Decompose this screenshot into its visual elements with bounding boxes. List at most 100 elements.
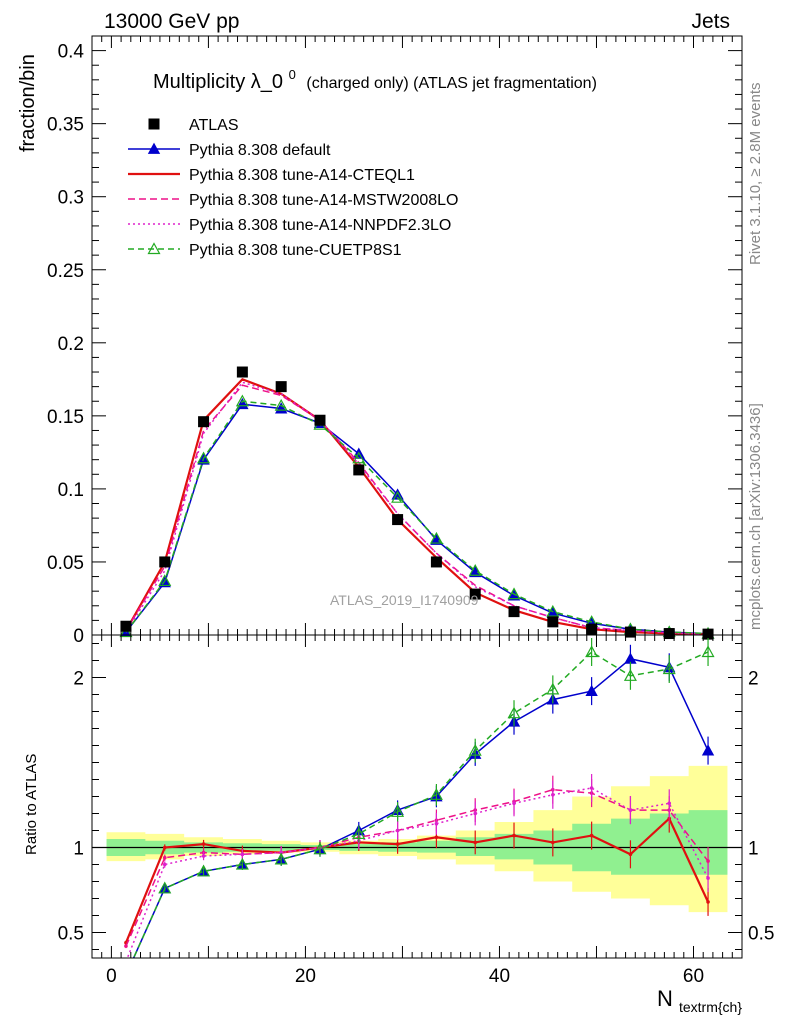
xlabel-sub: textrm{ch} (679, 999, 742, 1015)
rivet-label: Rivet 3.1.10, ≥ 2.8M events (747, 83, 764, 266)
ratio-line-pythia-8-308-tune-a14-nnpdf2-3lo (126, 787, 709, 958)
ratio-point (512, 833, 516, 838)
y-tick-label: 0.15 (47, 407, 84, 428)
ratio-y-tick-label: 1 (73, 839, 84, 860)
ratio-point (391, 805, 405, 817)
legend-item: Pythia 8.308 tune-A14-NNPDF2.3LO (128, 217, 451, 234)
main-point-atlas (159, 556, 171, 568)
ratio-point (124, 960, 128, 964)
legend-item: Pythia 8.308 default (128, 142, 331, 159)
ratio-y-tick-label: 0.5 (58, 924, 84, 945)
ratio-point (395, 828, 400, 833)
main-point-atlas (392, 514, 404, 526)
x-tick-label: 40 (489, 966, 510, 987)
main-point (507, 587, 521, 600)
legend-marker (148, 118, 160, 130)
total-uncertainty-band (106, 765, 728, 913)
ratio-y-tick-label-right: 1 (748, 839, 759, 860)
ratio-point (162, 855, 167, 860)
main-title-rest: (charged only) (ATLAS jet fragmentation) (306, 75, 597, 92)
ratio-line-pythia-8-308-tune-cuetp8s1 (132, 651, 709, 958)
ratio-point (352, 827, 366, 839)
ratio-line-pythia-8-308-tune-a14-mstw2008lo (125, 788, 709, 947)
ratio-y-tick-label-right: 0.5 (748, 924, 774, 945)
x-tick-label: 60 (683, 966, 704, 987)
main-point-atlas (663, 628, 675, 640)
main-point-atlas (469, 588, 481, 600)
main-line-pythia-8-308-tune-cuetp8s1 (125, 400, 709, 635)
side-labels: Rivet 3.1.10, ≥ 2.8M events mcplots.cern… (747, 83, 764, 631)
y-tick-label: 0.05 (47, 553, 84, 574)
ratio-point (507, 706, 521, 719)
ratio-point (512, 801, 516, 806)
legend-label: Pythia 8.308 tune-A14-MSTW2008LO (189, 192, 458, 209)
legend-label: Pythia 8.308 tune-A14-NNPDF2.3LO (189, 217, 451, 234)
main-point (546, 604, 560, 617)
ratio-point (120, 970, 131, 980)
legend-marker (147, 242, 161, 255)
legend-label: Pythia 8.308 tune-CUETP8S1 (189, 242, 402, 259)
legend: ATLAS Pythia 8.308 default Pythia 8.308 tu… (128, 117, 458, 259)
ratio-point (240, 852, 245, 857)
watermark: ATLAS_2019_I1740909 (330, 592, 479, 608)
ratio-point (706, 900, 710, 904)
ratio-point (585, 684, 598, 696)
stat-uncertainty-band (106, 810, 728, 875)
main-point-atlas (120, 620, 132, 632)
main-point-atlas (702, 628, 714, 640)
main-point (352, 451, 366, 464)
ratio-axes: 0 20 40 60 0.5 0.5 1 1 2 2 (58, 635, 774, 987)
y-tick-label: 0.35 (47, 115, 84, 136)
ratio-point (201, 842, 206, 846)
y-tick-label: 0.25 (47, 261, 84, 282)
ratio-point (551, 840, 555, 845)
ratio-point (585, 645, 599, 658)
main-ylabel: fraction/bin (17, 54, 39, 152)
main-axes: 0 0.05 0.1 0.15 0.2 0.25 0.3 0.35 0.4 (47, 35, 743, 647)
main-panel: 0 0.05 0.1 0.15 0.2 0.25 0.3 0.35 0.4 ATLAS_2019… (17, 35, 743, 647)
ratio-xlabel: N textrm{ch} (657, 986, 742, 1015)
ratio-y-tick-label: 2 (73, 669, 84, 690)
ratio-point (628, 852, 633, 857)
ratio-point (667, 801, 672, 806)
x-tick-label: 0 (106, 966, 117, 987)
mcplots-label: mcplots.cern.ch [arXiv:1306.3436] (747, 403, 764, 630)
ratio-point (434, 821, 439, 826)
ratio-plot-area (92, 638, 742, 980)
y-tick-label: 0.2 (58, 334, 84, 355)
legend-item: Pythia 8.308 tune-A14-MSTW2008LO (128, 192, 458, 209)
ratio-point (662, 662, 676, 675)
main-point-atlas (353, 464, 365, 476)
ratio-point (313, 842, 327, 855)
ratio-point (706, 876, 710, 880)
ratio-point (395, 842, 400, 846)
legend-marker (147, 142, 161, 154)
main-title-sup: 0 (289, 67, 296, 82)
ratio-point (628, 808, 633, 812)
ratio-point (473, 811, 478, 816)
main-point-atlas (547, 616, 559, 628)
ratio-point (120, 970, 131, 980)
legend-label: ATLAS (189, 117, 239, 134)
ratio-point (279, 850, 283, 855)
ratio-point (162, 845, 167, 850)
ratio-point (429, 788, 443, 800)
xlabel-main: N (657, 986, 673, 1011)
main-point-atlas (314, 414, 326, 426)
ratio-point (623, 669, 637, 681)
ratio-y-tick-label-right: 2 (748, 669, 759, 690)
ratio-point (546, 682, 560, 695)
y-tick-label: 0.3 (58, 188, 84, 209)
ratio-point (434, 835, 439, 840)
main-point (429, 531, 443, 544)
main-point (468, 563, 482, 576)
ratio-point (158, 881, 172, 894)
ratio-point (589, 833, 594, 838)
header-left: 13000 GeV pp (104, 10, 239, 33)
ratio-point (701, 645, 715, 658)
main-point-atlas (198, 416, 210, 428)
main-point (197, 451, 211, 464)
legend-label: Pythia 8.308 tune-A14-CTEQL1 (189, 167, 415, 184)
main-point-atlas (236, 366, 248, 378)
main-plot-area (119, 366, 715, 640)
